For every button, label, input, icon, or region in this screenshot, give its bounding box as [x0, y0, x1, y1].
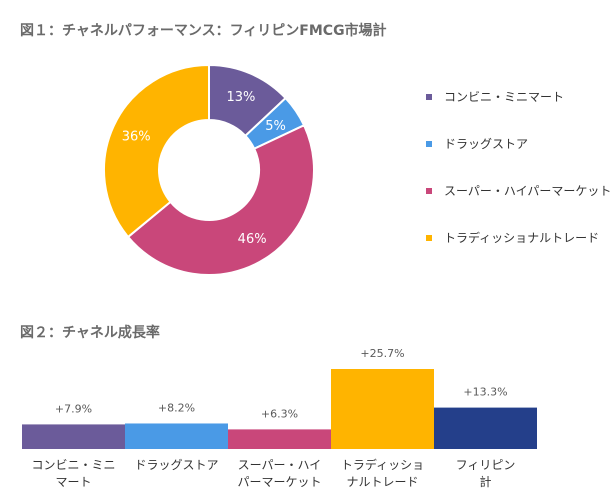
bar-category-label: スーパー・ハイパーマーケット: [237, 458, 321, 489]
bar-category-label: ドラッグストア: [134, 458, 218, 472]
bar: [434, 407, 537, 449]
bar-category-line: ナルトレード: [346, 475, 418, 489]
slice-label: 36%: [122, 130, 151, 145]
bar-category-line: ドラッグストア: [134, 458, 218, 472]
figure1-title: 図１：チャネルパフォーマンス：フィリピンFMCG市場計: [20, 23, 387, 39]
bar: [331, 369, 434, 449]
bar-category-line: パーマーケット: [237, 475, 321, 489]
bar-value-label: +25.7%: [360, 347, 404, 360]
donut-slice: [126, 123, 315, 277]
bar-value-label: +13.3%: [463, 386, 507, 399]
bar-category-label: コンビニ・ミニマート: [31, 458, 115, 489]
bar-value-label: +6.3%: [261, 407, 298, 420]
bar: [228, 429, 331, 449]
donut-slice: [103, 63, 210, 239]
slice-label: 46%: [238, 232, 267, 247]
bar-category-label: トラディッショナルトレード: [341, 457, 424, 489]
bar-value-label: +7.9%: [55, 402, 92, 415]
bar-category-line: コンビニ・ミニ: [31, 458, 115, 472]
legend-label: トラディッショナルトレード: [444, 231, 600, 245]
bar-category-line: 計: [479, 474, 491, 489]
figure2-title: 図２：チャネル成長率: [20, 325, 160, 341]
bar-category-line: マート: [55, 475, 91, 489]
bar-chart: +7.9% コンビニ・ミニマート +8.2% ドラッグストア +6.3% スーパー・ハイパ…: [22, 347, 537, 489]
legend-label: コンビニ・ミニマート: [444, 90, 565, 104]
legend-swatch: [426, 235, 432, 241]
legend-label: ドラッグストア: [444, 137, 529, 151]
legend-swatch: [426, 94, 432, 100]
bar-category-line: スーパー・ハイ: [238, 458, 322, 472]
legend-swatch: [426, 188, 432, 194]
bar-category-line: トラディッショ: [341, 457, 424, 472]
bar-category-label: フィリピン計: [456, 458, 516, 489]
bar: [22, 424, 125, 449]
donut-chart: 13% 5% 46% 36%: [103, 63, 315, 277]
legend-label: スーパー・ハイパーマーケット: [444, 184, 612, 198]
bar-category-line: フィリピン: [456, 458, 516, 472]
slice-label: 13%: [227, 90, 256, 105]
slice-label: 5%: [265, 119, 286, 134]
bar: [125, 423, 228, 449]
bar-value-label: +8.2%: [158, 401, 195, 414]
legend-swatch: [426, 141, 432, 147]
